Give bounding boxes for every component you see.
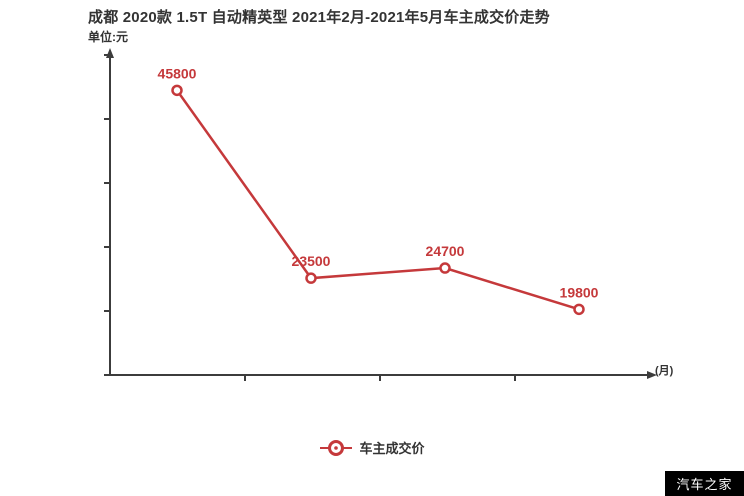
legend-marker-icon xyxy=(320,439,353,456)
y-axis-arrow-icon xyxy=(106,48,114,58)
x-axis-unit-label: (月) xyxy=(655,365,674,377)
data-point-label: 19800 xyxy=(560,284,599,300)
watermark-bar: 汽车之家 xyxy=(665,471,744,496)
data-point-label: 24700 xyxy=(426,243,465,259)
trend-line xyxy=(175,89,580,311)
data-point-label: 45800 xyxy=(158,65,197,81)
legend-label: 车主成交价 xyxy=(359,441,425,456)
data-point[interactable] xyxy=(305,272,317,284)
chart-svg: 45800 23500 24700 19800 xyxy=(104,48,657,381)
data-point[interactable] xyxy=(439,262,451,274)
x-axis-arrow-icon xyxy=(647,371,657,379)
watermark-text: 汽车之家 xyxy=(676,477,733,492)
page-title: 成都 2020款 1.5T 自动精英型 2021年2月-2021年5月车主成交价… xyxy=(88,9,550,26)
chart-area: 45800 23500 24700 19800 xyxy=(104,48,657,381)
data-point[interactable] xyxy=(171,84,183,97)
y-axis-unit-label: 单位:元 xyxy=(88,30,128,44)
legend[interactable]: 车主成交价 xyxy=(0,438,744,457)
data-point[interactable] xyxy=(573,303,585,316)
data-point-label: 23500 xyxy=(292,253,331,269)
